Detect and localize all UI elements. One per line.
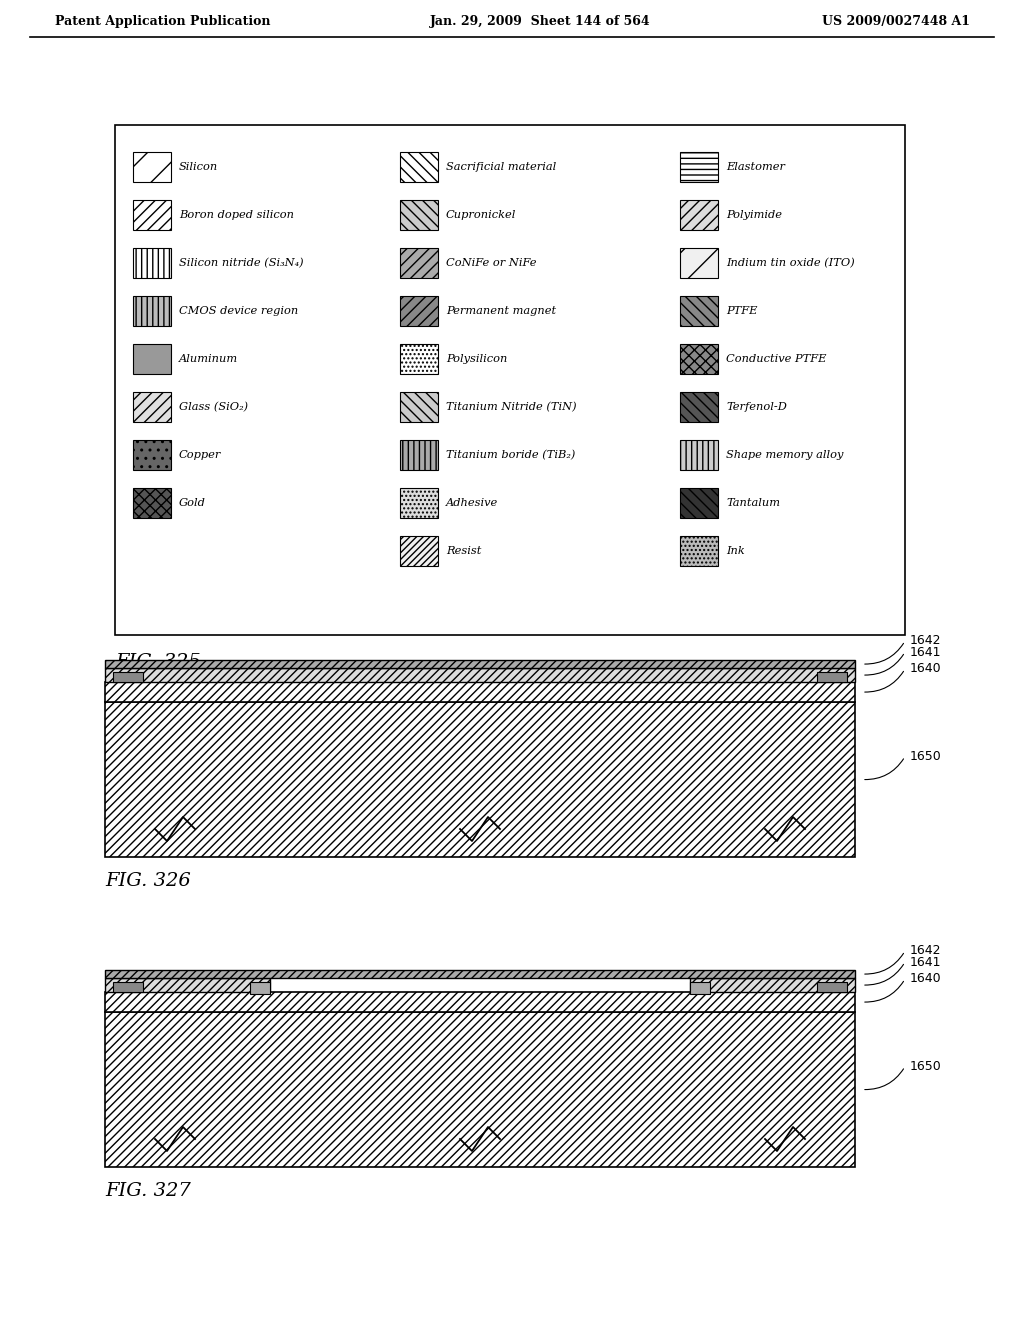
Text: 1642: 1642 [910,635,941,648]
Text: US 2009/0027448 A1: US 2009/0027448 A1 [822,16,970,29]
Text: Permanent magnet: Permanent magnet [446,306,556,315]
Text: Boron doped silicon: Boron doped silicon [179,210,294,220]
Bar [133,248,171,279]
Bar [400,201,438,230]
Text: Cupronickel: Cupronickel [446,210,516,220]
Text: FIG. 326: FIG. 326 [105,873,190,890]
Bar [400,345,438,374]
Bar [105,668,855,682]
Bar [133,201,171,230]
Bar [133,440,171,470]
Bar [680,152,718,182]
Text: Copper: Copper [179,450,221,459]
Text: 1641: 1641 [910,645,941,659]
Bar [680,201,718,230]
Bar [680,392,718,422]
Bar [817,982,847,993]
Bar [250,982,270,994]
Text: Polyimide: Polyimide [726,210,782,220]
Bar [105,978,270,993]
Bar [133,488,171,517]
Text: Patent Application Publication: Patent Application Publication [55,16,270,29]
Bar [680,536,718,566]
Bar [105,702,855,857]
Text: Titanium Nitride (TiN): Titanium Nitride (TiN) [446,401,577,412]
Bar [400,440,438,470]
Text: Ink: Ink [726,546,744,556]
Text: Tantalum: Tantalum [726,498,780,508]
Text: Glass (SiO₂): Glass (SiO₂) [179,401,248,412]
Bar [133,392,171,422]
Bar [133,296,171,326]
Text: 1641: 1641 [910,956,941,969]
Text: CMOS device region: CMOS device region [179,306,298,315]
Bar [680,440,718,470]
Text: Shape memory alloy: Shape memory alloy [726,450,844,459]
Bar [105,682,855,702]
Text: FIG. 327: FIG. 327 [105,1181,190,1200]
Bar [400,536,438,566]
Bar [400,152,438,182]
Bar [113,982,143,993]
Bar [690,978,855,993]
Bar [680,488,718,517]
Text: Resist: Resist [446,546,481,556]
Text: 1650: 1650 [910,750,942,763]
Text: 1640: 1640 [910,663,942,676]
Bar [105,993,855,1012]
Bar [133,345,171,374]
Bar [133,152,171,182]
Text: Titanium boride (TiB₂): Titanium boride (TiB₂) [446,450,575,461]
Bar [105,970,855,978]
Bar [400,488,438,517]
Text: Indium tin oxide (ITO): Indium tin oxide (ITO) [726,257,855,268]
Bar [690,982,710,994]
Text: Silicon: Silicon [179,162,218,172]
Text: 1650: 1650 [910,1060,942,1073]
Bar [400,248,438,279]
Bar [400,296,438,326]
Text: CoNiFe or NiFe: CoNiFe or NiFe [446,257,537,268]
Bar [680,248,718,279]
Text: 1640: 1640 [910,973,942,986]
Bar [115,125,905,635]
Text: Terfenol-D: Terfenol-D [726,403,786,412]
Text: Elastomer: Elastomer [726,162,785,172]
Text: Sacrificial material: Sacrificial material [446,162,556,172]
Text: 1642: 1642 [910,945,941,957]
Bar [680,345,718,374]
Bar [817,672,847,682]
Bar [680,296,718,326]
Text: Polysilicon: Polysilicon [446,354,507,364]
Bar [400,392,438,422]
Text: FIG. 325: FIG. 325 [115,653,201,671]
Bar [113,672,143,682]
Text: Silicon nitride (Si₃N₄): Silicon nitride (Si₃N₄) [179,257,304,268]
Text: Gold: Gold [179,498,206,508]
Text: PTFE: PTFE [726,306,758,315]
Text: Jan. 29, 2009  Sheet 144 of 564: Jan. 29, 2009 Sheet 144 of 564 [430,16,650,29]
Bar [105,660,855,668]
Text: Conductive PTFE: Conductive PTFE [726,354,826,364]
Text: Adhesive: Adhesive [446,498,499,508]
Bar [105,1012,855,1167]
Text: Aluminum: Aluminum [179,354,239,364]
